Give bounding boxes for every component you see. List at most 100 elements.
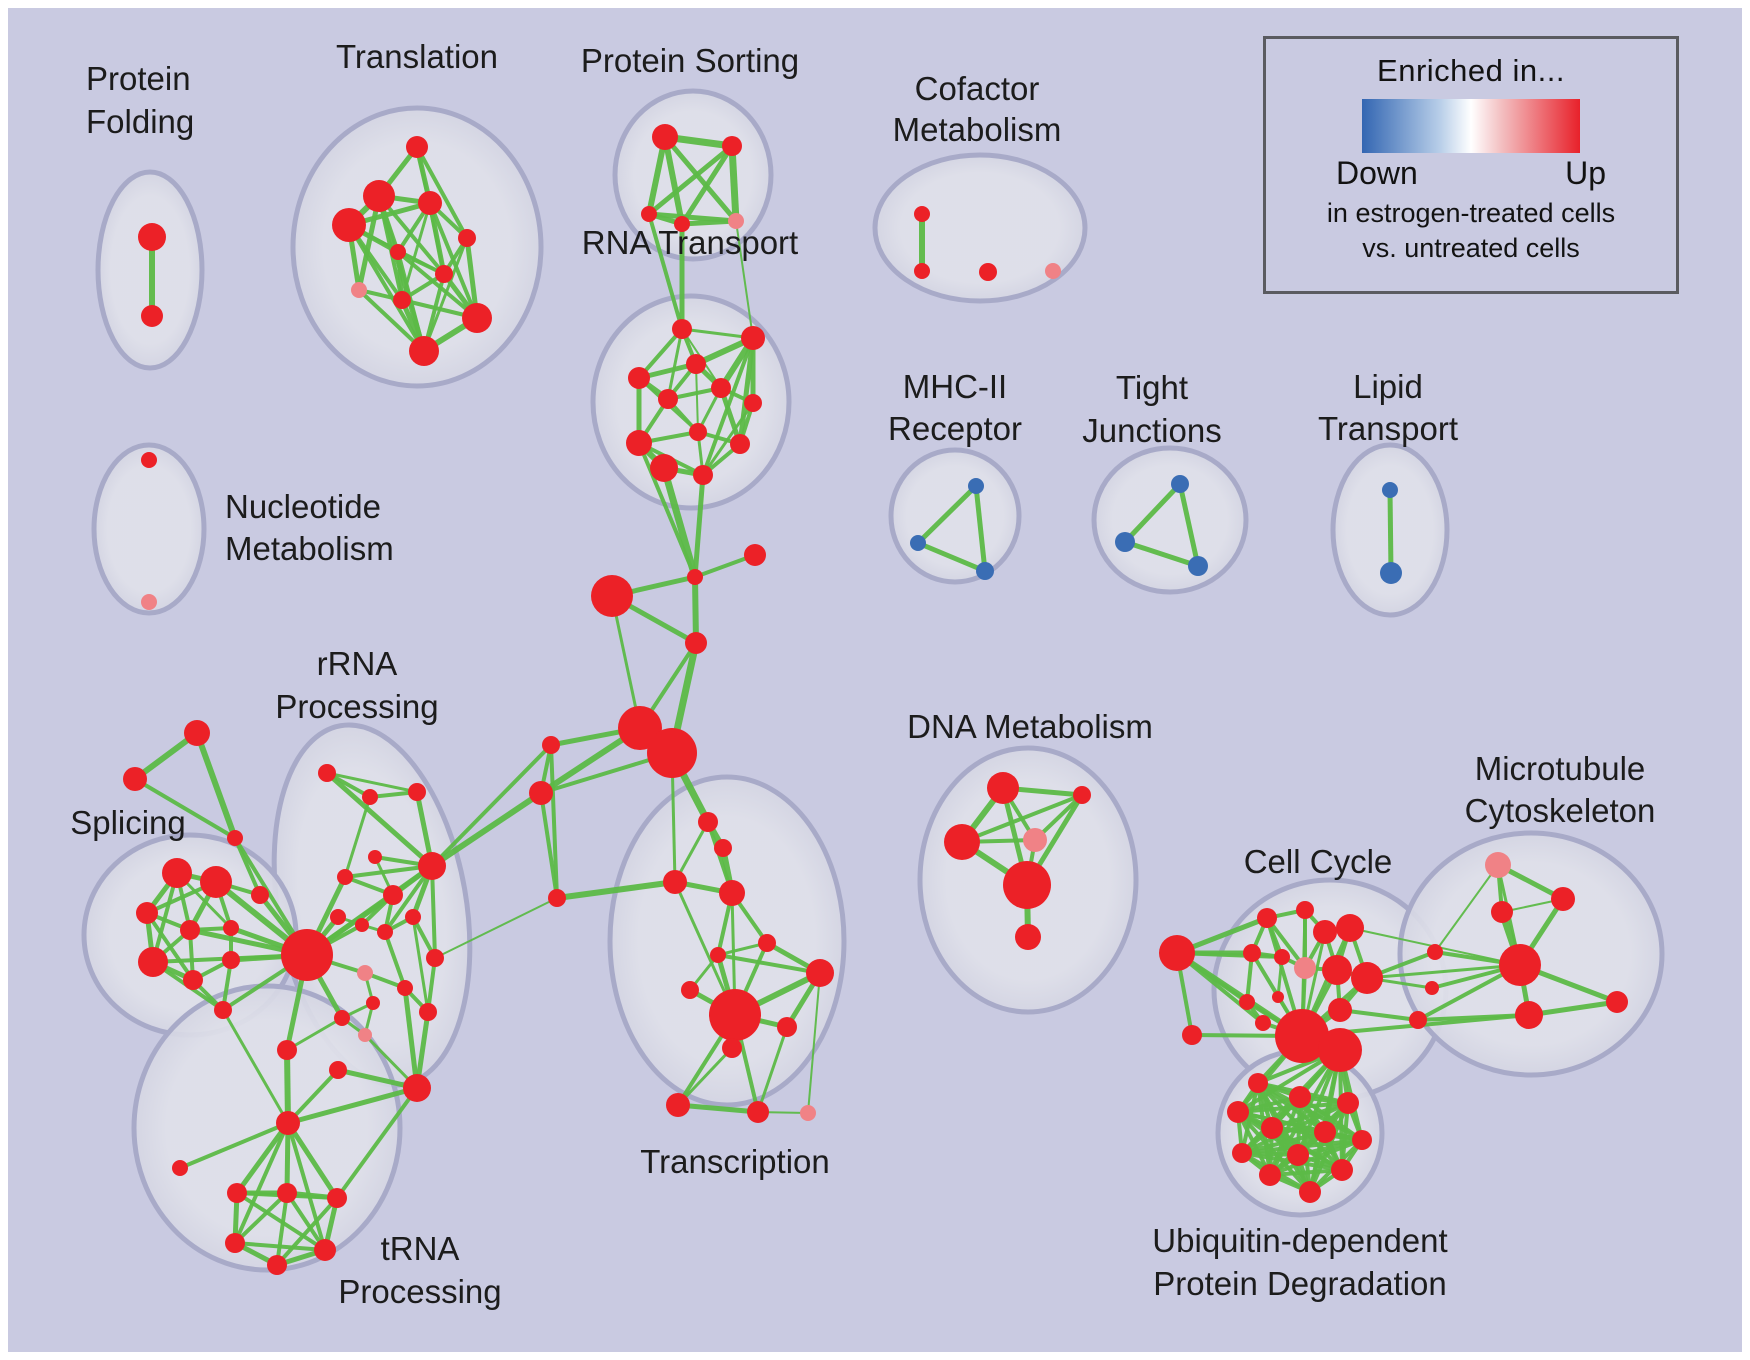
- graph-edge: [356, 195, 382, 291]
- graph-node-tc12: [666, 1093, 690, 1117]
- graph-edge: [402, 987, 420, 1089]
- graph-edge: [347, 223, 426, 353]
- cluster-label-protein-sorting: Protein Sorting: [581, 42, 799, 79]
- graph-node-q1: [318, 764, 336, 782]
- graph-edge: [679, 144, 735, 226]
- graph-node-r8: [689, 423, 707, 441]
- graph-edge: [1366, 963, 1521, 980]
- graph-node-s1: [652, 124, 678, 150]
- graph-node-p4: [180, 920, 200, 940]
- graph-node-p3: [136, 902, 158, 924]
- graph-node-mt6: [1606, 991, 1628, 1013]
- graph-node-r7: [744, 394, 762, 412]
- graph-node-d6: [1015, 924, 1041, 950]
- graph-node-c12: [1255, 1015, 1271, 1031]
- graph-node-p7: [183, 970, 203, 990]
- graph-edge: [179, 1121, 289, 1170]
- graph-node-u4: [172, 1160, 188, 1176]
- graph-node-q11: [405, 909, 421, 925]
- graph-node-ub1: [1248, 1073, 1268, 1093]
- cluster-label-microtubule-cytoskeleton: Microtubule: [1475, 750, 1646, 787]
- graph-edge: [1387, 489, 1394, 574]
- graph-node-d5: [1003, 861, 1051, 909]
- graph-edge: [735, 220, 754, 339]
- graph-edge: [961, 793, 1083, 844]
- graph-nodes: [123, 124, 1628, 1275]
- graph-node-c15: [1275, 1009, 1329, 1063]
- graph-node-h2: [647, 728, 697, 778]
- graph-node-p9: [214, 1001, 232, 1019]
- cluster-label-translation: Translation: [336, 38, 498, 75]
- cluster-label-trna-processing: Processing: [338, 1273, 501, 1310]
- graph-node-r6: [711, 378, 731, 398]
- graph-node-u10: [267, 1255, 287, 1275]
- cluster-label-rrna-processing: Processing: [275, 688, 438, 725]
- graph-node-tc5: [710, 947, 726, 963]
- graph-node-u5: [227, 1183, 247, 1203]
- graph-node-nm1: [141, 452, 157, 468]
- graph-node-q8: [330, 909, 346, 925]
- graph-edge: [275, 1192, 289, 1266]
- graph-edge: [335, 1086, 419, 1200]
- graph-edge: [662, 136, 685, 225]
- graph-node-c14: [1182, 1025, 1202, 1045]
- graph-edge: [415, 146, 469, 239]
- graph-node-lt1: [1382, 482, 1398, 498]
- cluster-label-ubiquitin-degradation: Protein Degradation: [1153, 1265, 1447, 1302]
- graph-node-c9: [1322, 955, 1352, 985]
- graph-edge: [917, 540, 986, 574]
- graph-node-u9: [314, 1239, 336, 1261]
- graph-node-tc10: [777, 1017, 797, 1037]
- graph-node-tc4: [548, 889, 566, 907]
- graph-edge: [973, 485, 988, 572]
- graph-node-d2: [1073, 786, 1091, 804]
- graph-edge: [344, 864, 433, 879]
- graph-edge: [286, 1122, 327, 1251]
- graph-edge: [234, 1121, 291, 1195]
- cluster-label-lipid-transport: Transport: [1318, 410, 1458, 447]
- graph-node-c1: [1159, 935, 1195, 971]
- graph-node-tj1: [1171, 475, 1189, 493]
- graph-node-s3: [641, 206, 657, 222]
- graph-node-q4: [368, 850, 382, 864]
- graph-edge: [666, 328, 684, 400]
- graph-edge: [1269, 1168, 1343, 1177]
- graph-edge: [647, 213, 684, 330]
- graph-node-r3: [686, 354, 706, 374]
- graph-node-ub3: [1337, 1092, 1359, 1114]
- cluster-ellipse-mhc-ii-receptor: [888, 447, 1022, 585]
- graph-node-c15b: [1318, 1028, 1362, 1072]
- graph-node-tc9: [709, 989, 761, 1041]
- graph-node-tj2: [1115, 532, 1135, 552]
- graph-node-p2: [200, 866, 232, 898]
- graph-node-pf1: [138, 223, 166, 251]
- graph-node-u3: [276, 1111, 300, 1135]
- graph-node-q14: [426, 949, 444, 967]
- cluster-label-cofactor-metabolism: Cofactor: [915, 70, 1040, 107]
- graph-node-pf2: [141, 305, 163, 327]
- graph-edge: [325, 771, 434, 868]
- legend-gradient-bar: [1362, 99, 1580, 153]
- graph-node-nm2: [141, 594, 157, 610]
- graph-node-c3: [1296, 901, 1314, 919]
- graph-edge: [430, 743, 553, 868]
- graph-edge: [422, 237, 469, 352]
- graph-edge: [235, 1191, 327, 1252]
- cluster-label-mhc-ii-receptor: Receptor: [888, 410, 1022, 447]
- graph-node-t7: [435, 265, 453, 283]
- graph-edge: [737, 337, 756, 445]
- graph-node-mtl3: [1409, 1011, 1427, 1029]
- graph-edge: [647, 144, 734, 216]
- graph-node-p6: [138, 947, 168, 977]
- graph-edge: [151, 872, 179, 963]
- graph-node-s4: [674, 216, 690, 232]
- cluster-label-ubiquitin-degradation: Ubiquitin-dependent: [1152, 1222, 1447, 1259]
- graph-node-q13: [397, 980, 413, 996]
- graph-node-s5: [728, 213, 744, 229]
- graph-node-p5: [223, 920, 239, 936]
- graph-node-mh1: [968, 478, 984, 494]
- graph-edge: [430, 865, 437, 959]
- legend-subtitle-line1: in estrogen-treated cells: [1326, 198, 1616, 228]
- graph-node-d1: [987, 772, 1019, 804]
- graph-node-ub2: [1289, 1086, 1311, 1108]
